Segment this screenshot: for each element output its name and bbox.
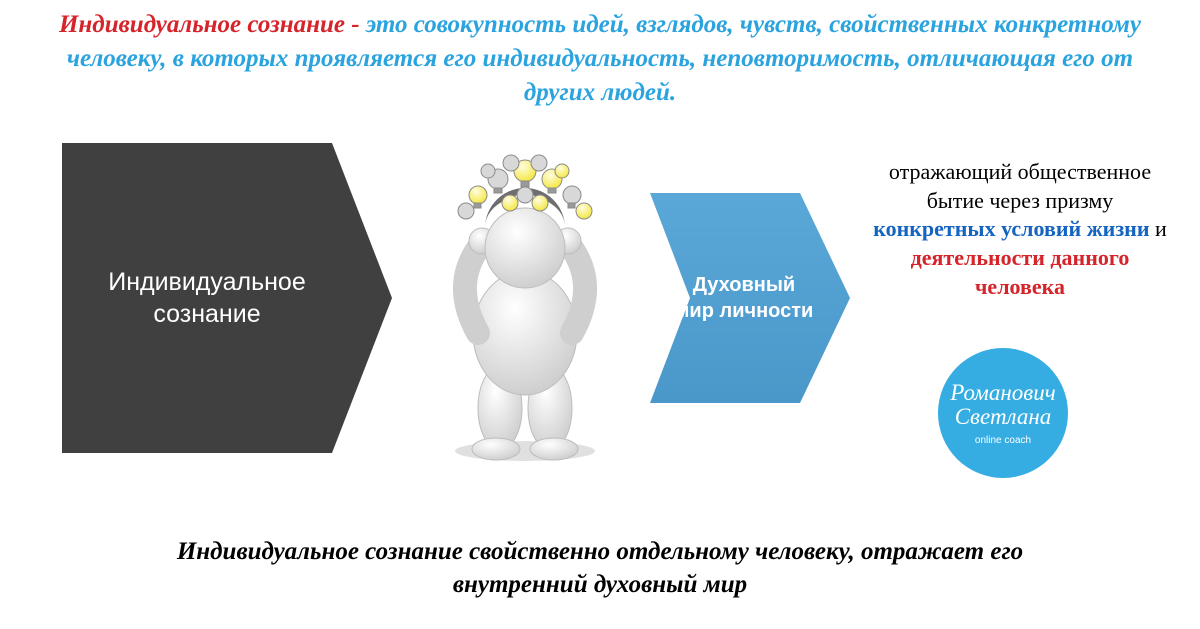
rt-and: и bbox=[1150, 216, 1167, 241]
right-side-text: отражающий общественное бытие через приз… bbox=[870, 158, 1170, 301]
footer-text: Индивидуальное сознание свойственно отде… bbox=[0, 536, 1200, 601]
header-definition: Индивидуальное сознание - это совокупнос… bbox=[0, 0, 1200, 109]
badge-sub: online coach bbox=[975, 435, 1031, 446]
thinking-figure-icon bbox=[400, 133, 650, 463]
badge-name2: Светлана bbox=[955, 405, 1052, 429]
rt-black: отражающий общественное бытие через приз… bbox=[889, 159, 1151, 213]
chevron-blue-label: Духовный мир личности bbox=[674, 193, 814, 403]
header-term: Индивидуальное сознание - bbox=[59, 11, 360, 38]
rt-red: деятельности данного человека bbox=[911, 245, 1130, 299]
badge-name1: Романович bbox=[950, 381, 1055, 405]
rt-blue: конкретных условий жизни bbox=[873, 216, 1149, 241]
diagram-row: Индивидуальное сознание bbox=[0, 123, 1200, 493]
chevron-dark-label: Индивидуальное сознание bbox=[62, 143, 352, 453]
author-badge: Романович Светлана online coach bbox=[938, 348, 1068, 478]
